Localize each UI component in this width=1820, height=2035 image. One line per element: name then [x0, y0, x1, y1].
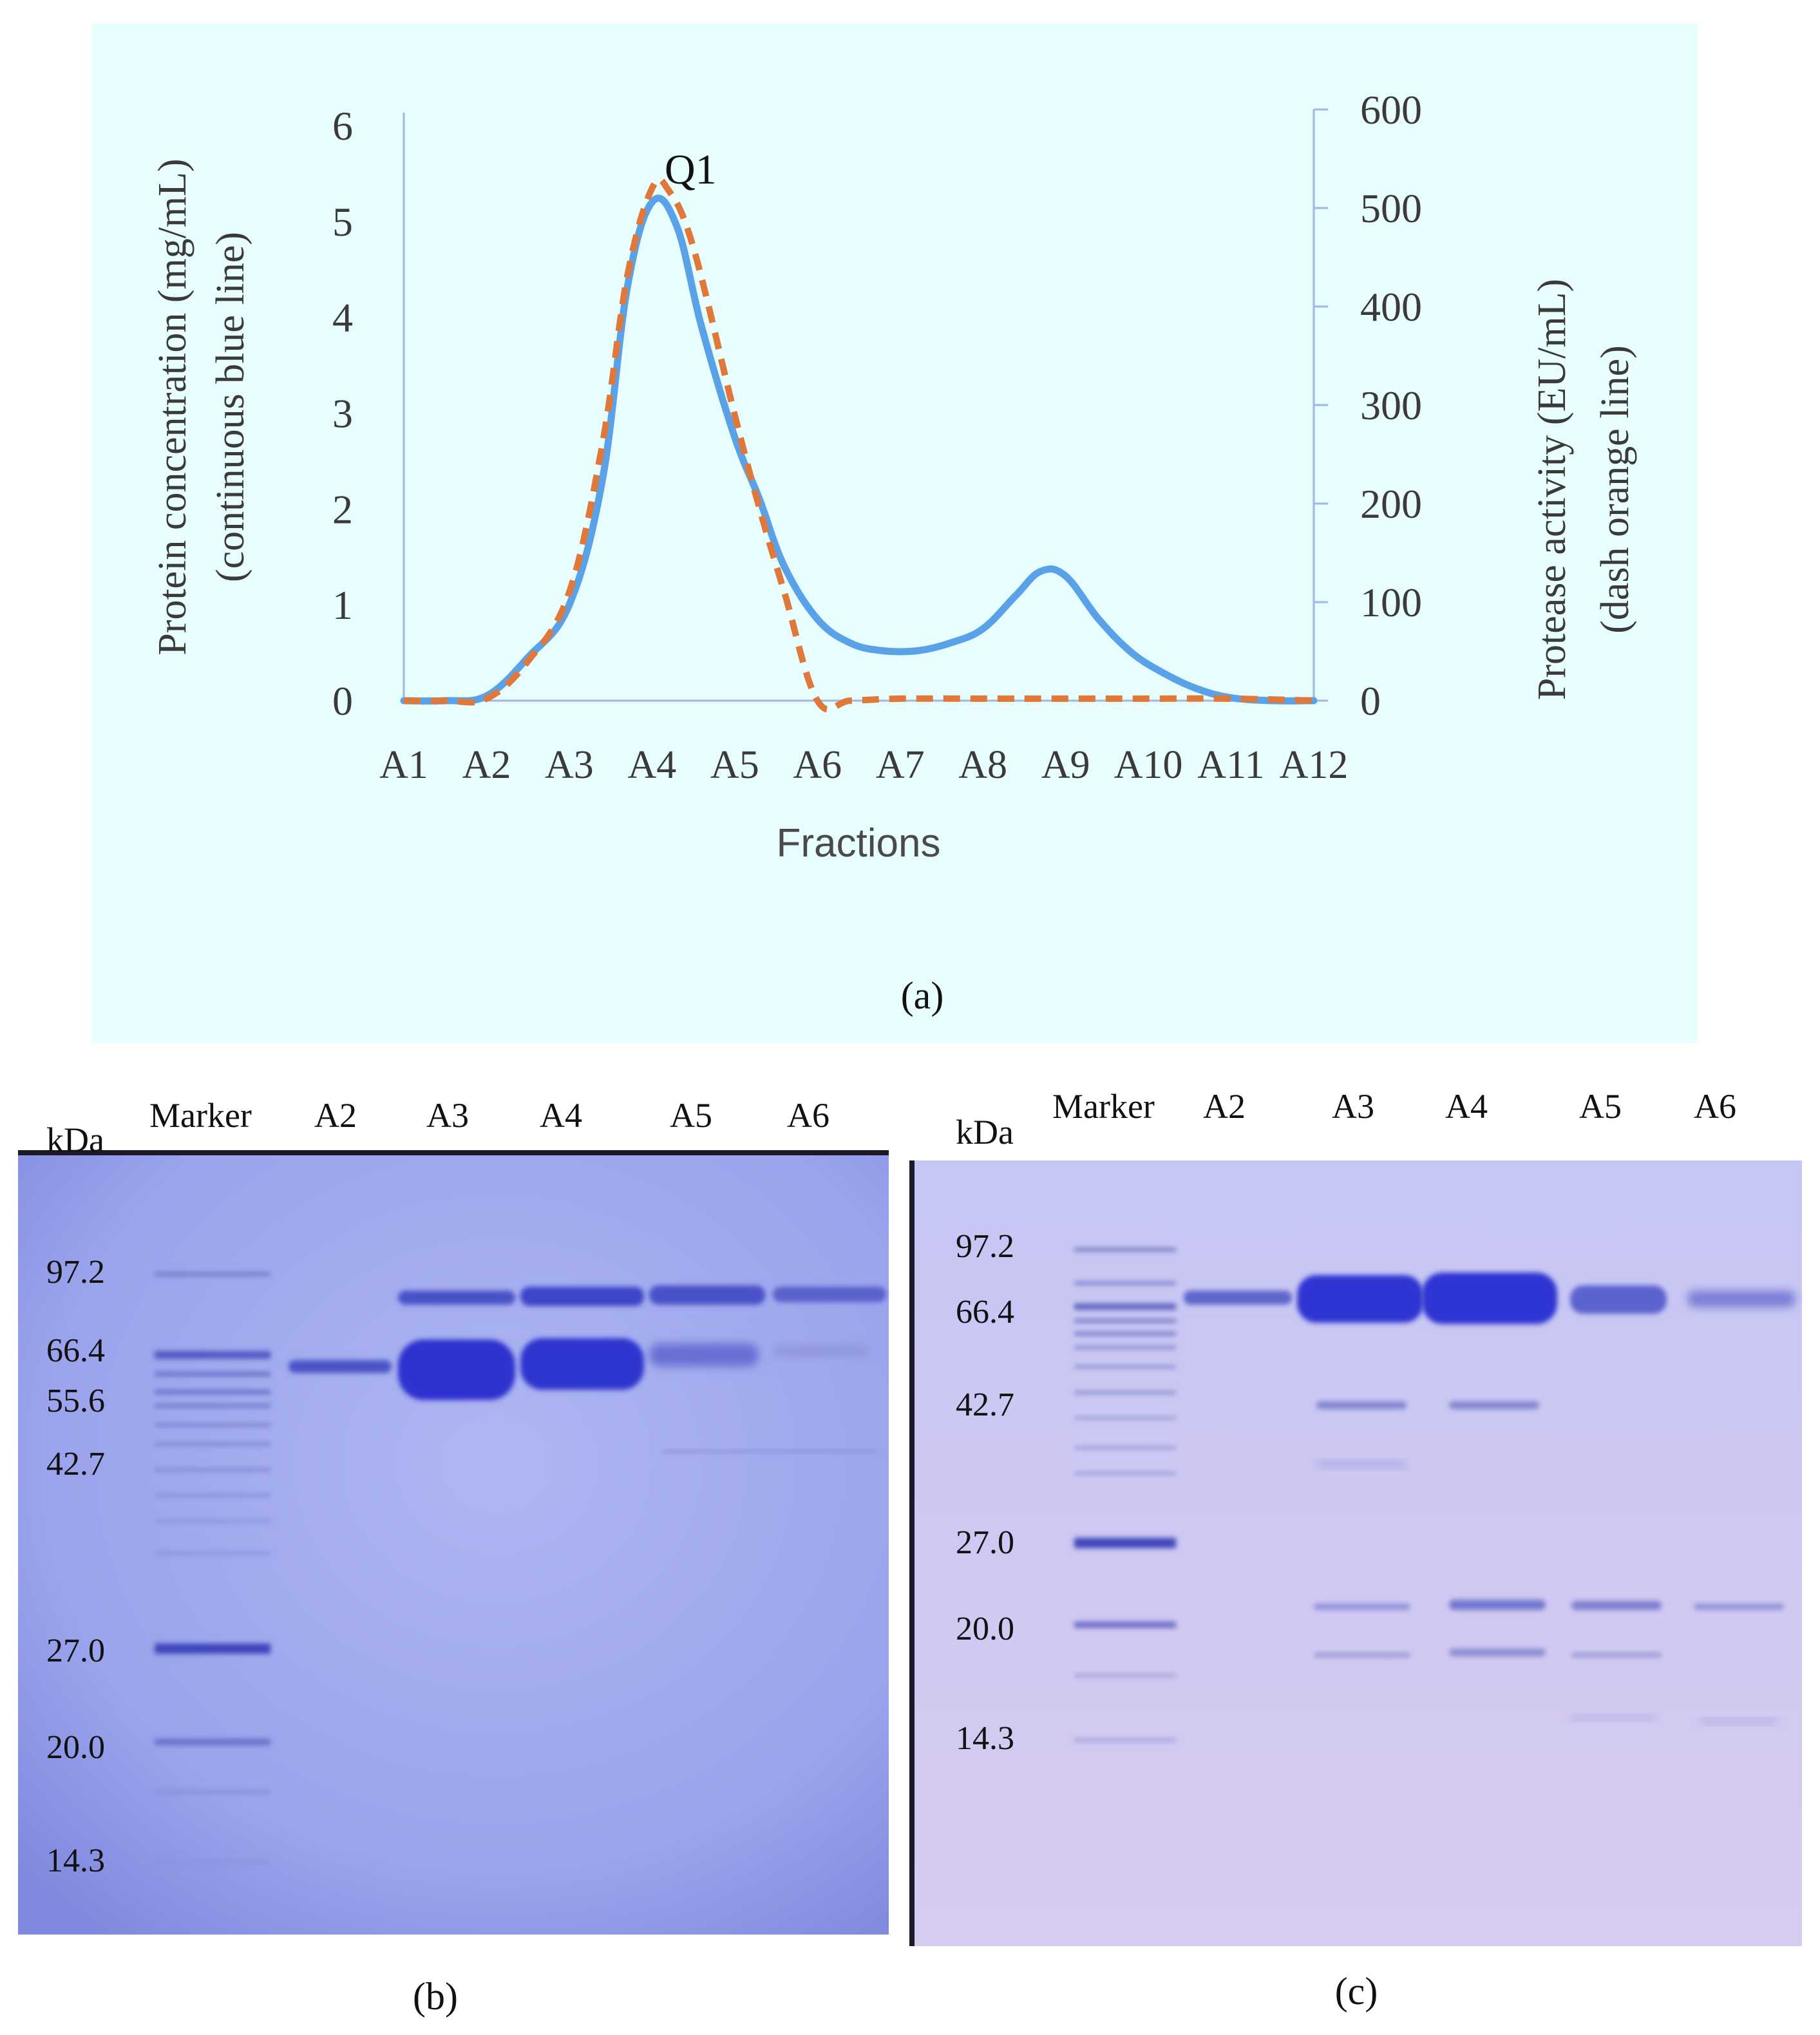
- panel-c-caption: (c): [1335, 1970, 1378, 2012]
- x-category-label: A3: [545, 743, 594, 787]
- left-tick-label: 0: [332, 678, 353, 724]
- left-y-label-line1: Protein concentration (mg/mL): [151, 158, 194, 655]
- panel-b-caption: (b): [413, 1975, 458, 2018]
- gel-c-sample-bands: [1184, 1273, 1796, 1723]
- protein-concentration-line: [400, 194, 1318, 705]
- panel-b-gel: Marker A2 A3 A4 A5 A6 kDa 97.2 66.4 55.6…: [18, 1096, 889, 2018]
- x-category-label: A7: [876, 743, 925, 787]
- x-category-label: A5: [710, 743, 759, 787]
- x-category-label: A9: [1041, 743, 1090, 787]
- gel-c-lane-marker: Marker: [1052, 1087, 1155, 1126]
- gel-b-lane-marker: Marker: [149, 1096, 252, 1135]
- gel-b-unit-label: kDa: [46, 1121, 104, 1159]
- gel-c-marker-ladder: [1074, 1248, 1176, 1741]
- x-category-label: A12: [1280, 743, 1349, 787]
- left-tick-label: 2: [332, 486, 353, 532]
- right-tick-label: 600: [1360, 87, 1422, 133]
- gel-b-mw-label: 42.7: [46, 1446, 105, 1482]
- x-category-label: A4: [627, 743, 676, 787]
- gel-b-mw-label: 14.3: [46, 1842, 105, 1879]
- left-tick-labels: 0 1 2 3 4 5 6: [332, 103, 353, 724]
- gel-c-mw-label: 66.4: [956, 1294, 1014, 1330]
- x-category-label: A11: [1197, 743, 1264, 787]
- gel-b-image: [18, 1150, 889, 1935]
- right-tick-label: 300: [1360, 383, 1422, 428]
- gel-b-lane-a5: A5: [670, 1096, 712, 1135]
- gel-c-mw-label: 97.2: [956, 1228, 1014, 1265]
- gel-c-mw-label: 27.0: [956, 1524, 1014, 1561]
- series-lines: [400, 176, 1318, 713]
- x-category-labels: A1 A2 A3 A4 A5 A6 A7 A8 A9 A10 A11 A12: [379, 743, 1348, 787]
- gel-b-lane-a4: A4: [540, 1096, 582, 1135]
- gel-b-sample-bands: [289, 1285, 886, 1453]
- gel-c-mw-label: 14.3: [956, 1720, 1014, 1757]
- gel-b-lane-a3: A3: [426, 1096, 469, 1135]
- right-tick-label: 500: [1360, 185, 1422, 231]
- left-tick-label: 1: [332, 582, 353, 628]
- panel-c-gel: Marker A2 A3 A4 A5 A6 kDa 97.2 66.4 42.7…: [909, 1087, 1802, 2012]
- protease-activity-line: [403, 176, 1314, 713]
- x-axis-label: Fractions: [777, 821, 941, 866]
- gel-c-lane-a6: A6: [1694, 1087, 1736, 1126]
- gel-b-lane-a2: A2: [314, 1096, 357, 1135]
- gel-b-lane-a6: A6: [787, 1096, 829, 1135]
- x-category-label: A2: [462, 743, 511, 787]
- right-y-label-line2: (dash orange line): [1593, 345, 1637, 634]
- left-tick-label: 5: [332, 199, 353, 245]
- panel-a-line-chart: 0 1 2 3 4 5 6 0 100 200 300 400 500 600 A1 A2 A3 A4 A5 A6…: [91, 23, 1698, 1043]
- x-category-label: A10: [1114, 743, 1183, 787]
- gel-c-lane-a4: A4: [1445, 1087, 1488, 1126]
- left-y-label-line2: (continuous blue line): [209, 232, 252, 582]
- gel-b-mw-label: 55.6: [46, 1383, 105, 1419]
- gel-b-mw-label: 66.4: [46, 1332, 105, 1369]
- right-y-label-line1: Protease activity (EU/mL): [1530, 279, 1574, 700]
- gel-b-marker-ladder: [155, 1273, 270, 1864]
- x-category-label: A6: [793, 743, 842, 787]
- gel-c-mw-label: 42.7: [956, 1387, 1014, 1423]
- panel-a-caption: (a): [901, 974, 944, 1017]
- gel-b-mw-label: 27.0: [46, 1633, 105, 1669]
- right-tick-label: 400: [1360, 284, 1422, 330]
- panel-a-background: [91, 23, 1698, 1043]
- gel-c-lane-a2: A2: [1203, 1087, 1246, 1126]
- gel-c-lane-a3: A3: [1332, 1087, 1374, 1126]
- gel-c-lane-a5: A5: [1579, 1087, 1622, 1126]
- gel-b-mw-label: 97.2: [46, 1254, 105, 1291]
- right-tick-label: 100: [1360, 580, 1422, 625]
- gel-c-mw-label: 20.0: [956, 1611, 1014, 1647]
- x-category-label: A1: [379, 743, 428, 787]
- right-tick-label: 200: [1360, 481, 1422, 527]
- x-category-label: A8: [958, 743, 1007, 787]
- left-tick-label: 3: [332, 391, 353, 437]
- left-tick-label: 4: [332, 295, 353, 341]
- gel-b-mw-label: 20.0: [46, 1729, 105, 1766]
- peak-annotation: Q1: [665, 146, 717, 193]
- right-tick-labels: 0 100 200 300 400 500 600: [1314, 87, 1422, 724]
- left-tick-label: 6: [332, 103, 353, 149]
- right-tick-label: 0: [1360, 678, 1381, 724]
- gel-c-unit-label: kDa: [956, 1113, 1014, 1151]
